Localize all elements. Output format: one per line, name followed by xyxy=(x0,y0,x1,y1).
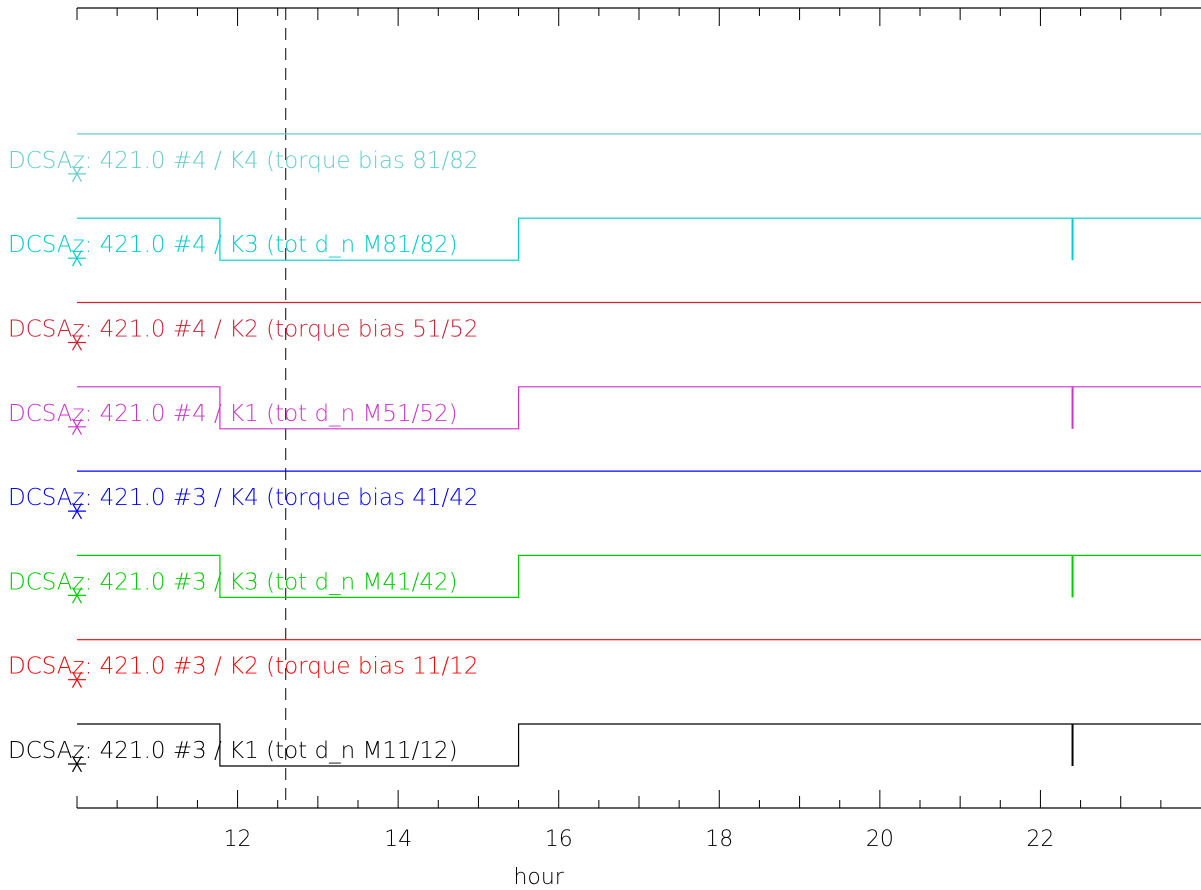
series-start-marker xyxy=(68,334,86,351)
series-label: DCSAz: 421.0 #4 / K1 (tot d_n M51/52) xyxy=(8,401,458,427)
series-line xyxy=(77,723,1201,767)
x-tick-label: 14 xyxy=(384,827,412,852)
series-line xyxy=(77,217,1201,261)
x-tick-label: 18 xyxy=(705,827,733,852)
series-label: DCSAz: 421.0 #3 / K4 (torque bias 41/42 xyxy=(8,485,479,511)
series-label: DCSAz: 421.0 #3 / K2 (torque bias 11/12 xyxy=(8,654,479,680)
x-tick-label: 16 xyxy=(545,827,573,852)
series-label: DCSAz: 421.0 #4 / K3 (tot d_n M81/82) xyxy=(8,232,458,258)
series-label: DCSAz: 421.0 #3 / K1 (tot d_n M11/12) xyxy=(8,738,458,764)
series-start-marker xyxy=(68,502,86,520)
series-start-marker xyxy=(68,165,86,183)
series-start-marker xyxy=(68,671,86,688)
series-line xyxy=(77,554,1201,598)
series-start-marker xyxy=(68,587,86,604)
x-tick-label: 22 xyxy=(1026,827,1054,852)
series-start-marker xyxy=(68,418,86,435)
series-label: DCSAz: 421.0 #3 / K3 (tot d_n M41/42) xyxy=(8,569,458,595)
series-start-marker xyxy=(68,250,86,267)
x-tick-label: 12 xyxy=(224,827,252,852)
series-label: DCSAz: 421.0 #4 / K4 (torque bias 81/82 xyxy=(8,148,479,174)
x-axis-label: hour xyxy=(513,865,564,890)
series-line xyxy=(77,386,1201,430)
x-tick-label: 20 xyxy=(866,827,894,852)
series-label: DCSAz: 421.0 #4 / K2 (torque bias 51/52 xyxy=(8,317,479,343)
series-start-marker xyxy=(68,755,86,773)
